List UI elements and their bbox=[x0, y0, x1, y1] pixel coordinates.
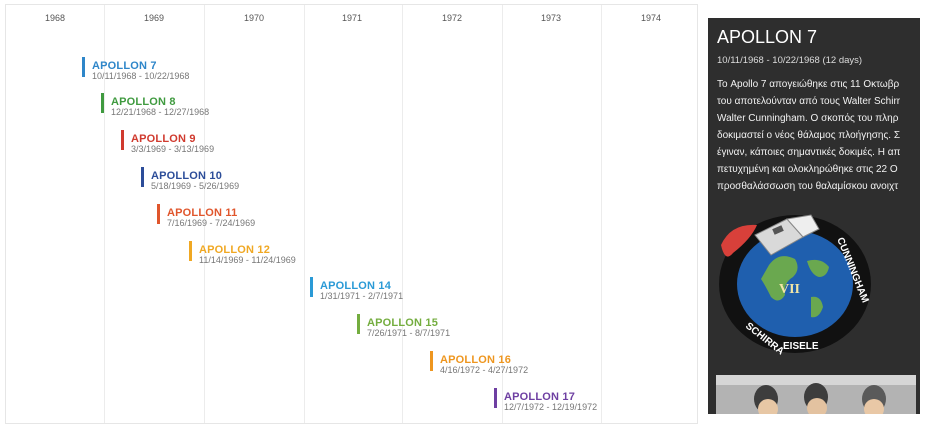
year-gridline bbox=[104, 5, 105, 423]
crew-photo bbox=[716, 375, 916, 414]
mission-name[interactable]: APOLLON 11 bbox=[167, 207, 238, 219]
year-label-1968: 1968 bbox=[44, 13, 66, 23]
mission-marker bbox=[121, 130, 124, 150]
mission-dates: 11/14/1969 - 11/24/1969 bbox=[199, 255, 296, 265]
detail-text-line: έγιναν, κάποιες σημαντικές δοκιμές. Η απ bbox=[717, 147, 901, 158]
mission-name[interactable]: APOLLON 15 bbox=[367, 317, 439, 329]
year-label-1974: 1974 bbox=[640, 13, 662, 23]
mission-name[interactable]: APOLLON 10 bbox=[151, 170, 223, 182]
detail-text-line: Walter Cunningham. Ο σκοπός του πληρ bbox=[717, 113, 899, 124]
mission-dates: 3/3/1969 - 3/13/1969 bbox=[131, 144, 215, 154]
mission-marker bbox=[157, 204, 160, 224]
mission-marker bbox=[189, 241, 192, 261]
year-label-1973: 1973 bbox=[540, 13, 562, 23]
mission-marker bbox=[101, 93, 104, 113]
mission-dates: 12/7/1972 - 12/19/1972 bbox=[504, 402, 598, 412]
detail-description: Το Apollo 7 απογειώθηκε στις 11 Οκτωβρ το… bbox=[717, 76, 920, 195]
mission-marker bbox=[357, 314, 360, 334]
year-label-1969: 1969 bbox=[143, 13, 165, 23]
mission-marker bbox=[310, 277, 313, 297]
mission-name[interactable]: APOLLON 14 bbox=[320, 280, 392, 292]
detail-text-line: πετυχημένη και ολοκληρώθηκε στις 22 Ο bbox=[717, 164, 898, 175]
detail-text-line: προσθαλάσσωση του θαλαμίσκου ανοιχτ bbox=[717, 181, 899, 192]
year-gridline bbox=[502, 5, 503, 423]
patch-continent-americas bbox=[761, 256, 798, 301]
mission-dates: 4/16/1972 - 4/27/1972 bbox=[440, 365, 529, 375]
patch-spacecraft bbox=[754, 214, 820, 256]
patch-label-bottom: EISELE bbox=[783, 341, 819, 352]
mission-dates: 1/31/1971 - 2/7/1971 bbox=[320, 291, 404, 301]
mission-dates: 7/16/1969 - 7/24/1969 bbox=[167, 218, 256, 228]
patch-continent-africa bbox=[811, 296, 823, 318]
detail-text-line: Το Apollo 7 απογειώθηκε στις 11 Οκτωβρ bbox=[717, 79, 900, 90]
year-label-1971: 1971 bbox=[341, 13, 363, 23]
mission-marker bbox=[494, 388, 497, 408]
mission-detail-panel: APOLLON 7 10/11/1968 - 10/22/1968 (12 da… bbox=[708, 18, 920, 414]
patch-numeral: VII bbox=[779, 282, 800, 297]
mission-patch-image: VII SCHIRRA EISELE CUNNINGHAM bbox=[719, 214, 871, 355]
mission-name[interactable]: APOLLON 9 bbox=[131, 133, 196, 145]
year-gridline bbox=[204, 5, 205, 423]
year-gridline bbox=[402, 5, 403, 423]
mission-name[interactable]: APOLLON 16 bbox=[440, 354, 512, 366]
detail-text-line: του αποτελούνταν από τους Walter Schirr bbox=[717, 96, 901, 107]
mission-marker bbox=[430, 351, 433, 371]
mission-name[interactable]: APOLLON 17 bbox=[504, 391, 576, 403]
patch-continent-europe bbox=[807, 259, 829, 277]
mission-name[interactable]: APOLLON 12 bbox=[199, 244, 271, 256]
mission-dates: 5/18/1969 - 5/26/1969 bbox=[151, 181, 240, 191]
year-label-1972: 1972 bbox=[441, 13, 463, 23]
year-gridline bbox=[601, 5, 602, 423]
mission-marker bbox=[82, 57, 85, 77]
detail-title: APOLLON 7 bbox=[717, 27, 818, 47]
mission-marker bbox=[141, 167, 144, 187]
patch-flame bbox=[721, 224, 757, 257]
year-label-1970: 1970 bbox=[243, 13, 265, 23]
detail-text-line: δοκιμαστεί ο νέος θάλαμος πλοήγησης. Σ bbox=[717, 130, 901, 141]
mission-name[interactable]: APOLLON 8 bbox=[111, 96, 176, 108]
timeline-panel: 1968 1969 1970 1971 1972 1973 1974 APOLLON 7 10… bbox=[5, 4, 698, 424]
patch-earth bbox=[737, 231, 853, 337]
year-gridline bbox=[304, 5, 305, 423]
mission-name[interactable]: APOLLON 7 bbox=[92, 60, 157, 72]
mission-dates: 10/11/1968 - 10/22/1968 bbox=[92, 71, 190, 81]
mission-dates: 12/21/1968 - 12/27/1968 bbox=[111, 107, 210, 117]
mission-dates: 7/26/1971 - 8/7/1971 bbox=[367, 328, 451, 338]
detail-dates: 10/11/1968 - 10/22/1968 (12 days) bbox=[717, 55, 863, 66]
